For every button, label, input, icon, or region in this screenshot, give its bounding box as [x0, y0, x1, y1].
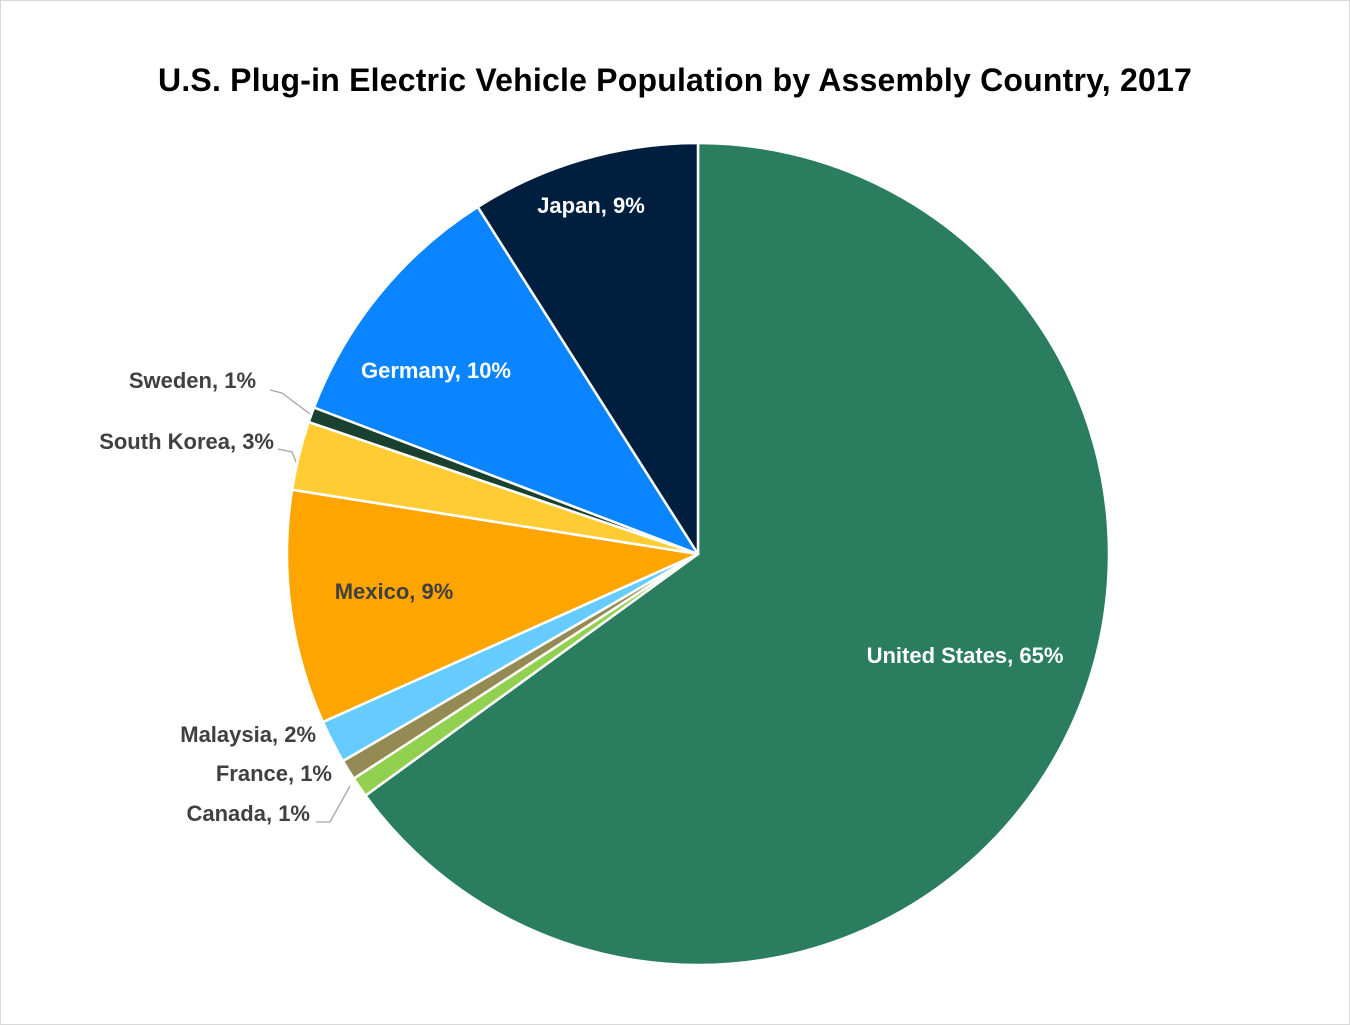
- leader-lines: [269, 389, 351, 823]
- pie-slice-united-states: [364, 141, 1111, 967]
- slice-label: Canada, 1%: [187, 801, 311, 826]
- chart-title: U.S. Plug-in Electric Vehicle Population…: [158, 62, 1192, 98]
- leader-line: [316, 785, 351, 823]
- leader-line: [277, 448, 297, 463]
- pie-slice-mexico: [285, 488, 700, 724]
- slice-label: Mexico, 9%: [335, 579, 454, 604]
- slice-label: South Korea, 3%: [99, 429, 274, 454]
- slice-label: Japan, 9%: [537, 193, 645, 218]
- pie-slice-germany: [312, 205, 700, 556]
- pie-slices: [285, 141, 1111, 967]
- slice-label: United States, 65%: [867, 643, 1064, 668]
- slice-label: France, 1%: [216, 761, 332, 786]
- slice-label: Germany, 10%: [361, 358, 511, 383]
- pie-slice-japan: [476, 141, 700, 556]
- slice-labels: United States, 65% Canada, 1% France, 1% Ma…: [99, 193, 1063, 826]
- leader-line: [269, 389, 311, 415]
- slice-label: Sweden, 1%: [129, 368, 256, 393]
- slice-label: Malaysia, 2%: [180, 722, 316, 747]
